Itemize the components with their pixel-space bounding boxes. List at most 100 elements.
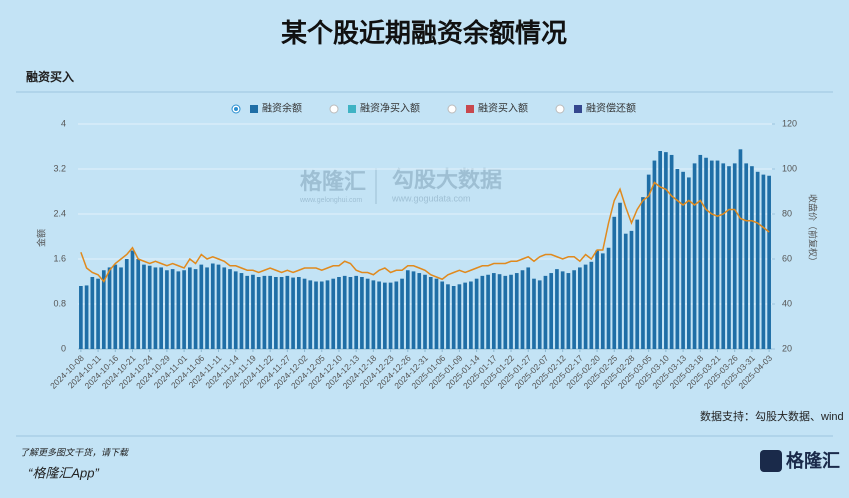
legend-swatch	[348, 105, 356, 113]
bar	[279, 277, 284, 349]
watermark-text: 格隆汇	[300, 169, 366, 194]
bar	[256, 277, 261, 349]
legend-radio	[447, 104, 457, 114]
bar	[560, 271, 565, 349]
bar	[251, 274, 255, 349]
legend-swatch	[250, 105, 258, 113]
y2-tick-label: 100	[782, 163, 797, 173]
legend-label[interactable]: 融资余额	[262, 102, 302, 115]
bar	[405, 270, 410, 349]
bar	[578, 267, 582, 349]
bar	[142, 264, 146, 349]
bar	[704, 157, 708, 349]
bar	[354, 275, 359, 349]
bar	[90, 277, 95, 349]
y2-tick-label: 120	[782, 118, 797, 128]
bar	[417, 273, 422, 349]
bar	[732, 163, 737, 349]
watermark: 格隆汇 www.gelonghui.com 勾股大数据 www.gogudata…	[299, 167, 502, 204]
bar	[469, 281, 473, 349]
chart-title: 某个股近期融资余额情况	[281, 18, 567, 48]
legend-swatch	[574, 105, 582, 113]
bar	[572, 270, 576, 349]
bar	[79, 286, 83, 349]
bar	[509, 274, 513, 349]
bar	[331, 278, 336, 349]
y2-tick-label: 40	[782, 298, 792, 308]
bar	[641, 197, 645, 349]
bar	[761, 174, 766, 349]
legend-swatch	[466, 105, 474, 113]
bar	[274, 277, 278, 349]
bar	[629, 230, 634, 349]
bar	[537, 280, 542, 349]
legend-radio	[555, 104, 565, 114]
bar	[503, 275, 508, 349]
bar	[205, 267, 209, 349]
bar	[199, 264, 204, 349]
bar	[543, 275, 548, 349]
bar	[113, 264, 118, 349]
bar	[285, 275, 290, 349]
bar	[239, 273, 244, 349]
bar	[188, 267, 192, 349]
bar	[377, 281, 381, 349]
source: 数据支持：勾股大数据、wind	[700, 409, 844, 423]
bar	[101, 270, 106, 349]
bar	[302, 278, 307, 349]
bar	[606, 247, 611, 349]
bar	[394, 281, 399, 349]
bar	[388, 282, 393, 349]
bar	[618, 202, 622, 349]
bar	[153, 267, 158, 349]
bar	[107, 267, 112, 349]
bar	[675, 169, 680, 349]
bar	[532, 278, 536, 349]
bar	[165, 270, 169, 349]
y-axis-label: 金额	[35, 229, 46, 247]
bar	[566, 273, 571, 349]
bar	[228, 269, 232, 349]
bar	[549, 273, 554, 349]
bar	[210, 263, 215, 349]
bar	[365, 278, 370, 349]
bar	[652, 160, 657, 349]
bar	[692, 163, 697, 349]
bar	[664, 152, 668, 349]
legend-label[interactable]: 融资偿还额	[586, 102, 636, 115]
bar	[193, 269, 198, 349]
bar	[428, 277, 433, 349]
y-tick-label: 3.2	[53, 163, 66, 173]
bar	[176, 271, 181, 349]
bar	[291, 277, 295, 349]
bar	[623, 233, 628, 349]
bar	[296, 277, 301, 349]
line	[80, 181, 770, 283]
bar	[170, 269, 175, 349]
bar	[612, 216, 617, 349]
y-tick-label: 1.6	[53, 253, 66, 263]
bar	[319, 281, 324, 349]
bar	[440, 281, 445, 349]
bar	[600, 253, 605, 349]
bar	[669, 154, 674, 349]
legend-label[interactable]: 融资买入额	[478, 102, 528, 115]
bar	[119, 267, 123, 349]
bar	[750, 166, 754, 349]
bar	[371, 280, 376, 349]
bar	[84, 285, 89, 349]
bar	[715, 160, 720, 349]
y-tick-label: 0.8	[53, 298, 66, 308]
bar	[744, 163, 749, 349]
legend-label[interactable]: 融资净买入额	[360, 102, 420, 115]
legend-radio-dot	[234, 107, 238, 111]
bar	[96, 278, 100, 349]
bar	[514, 273, 519, 349]
y-tick-label: 0	[61, 343, 66, 353]
bar	[400, 278, 404, 349]
bar	[147, 265, 152, 349]
bar	[360, 277, 364, 349]
bar	[658, 151, 662, 349]
footer-text: “格隆汇App”	[28, 465, 99, 480]
bar	[497, 274, 502, 349]
